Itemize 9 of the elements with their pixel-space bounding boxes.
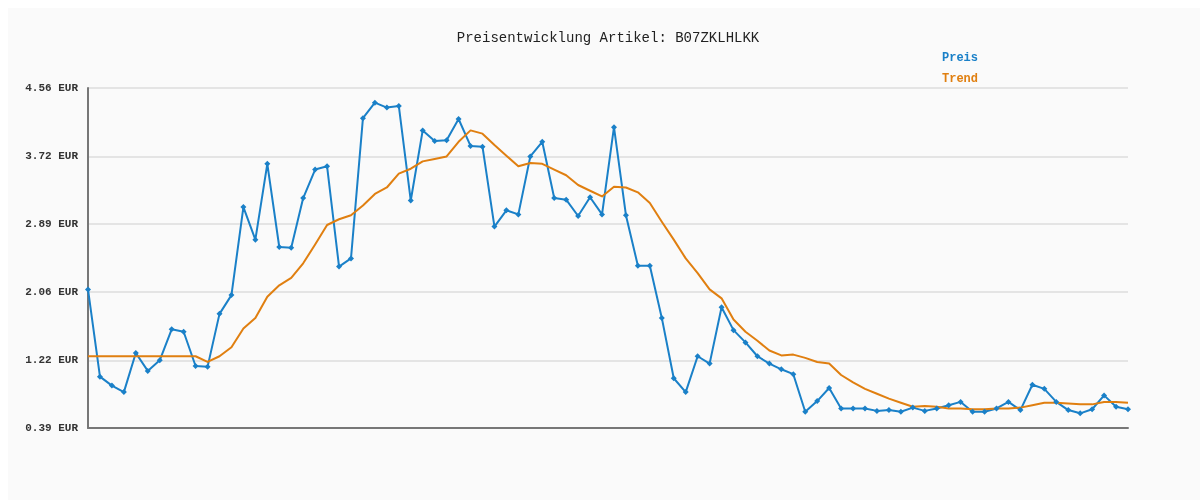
y-tick-label: 3.72 EUR [25, 150, 79, 163]
text: Preis [941, 51, 979, 65]
y-tick-label: 4.56 EUR [25, 82, 79, 94]
y-tick-label: 0.39 EUR [25, 422, 79, 434]
y-tick-label: 2.89 EUR [25, 218, 79, 231]
y-tick-label: 1.22 EUR [25, 354, 79, 367]
chart-title: Preisentwicklung Artikel: B07ZKLHLKK [456, 30, 760, 46]
text: Trend [941, 72, 979, 86]
y-tick-label: 2.06 EUR [25, 285, 79, 298]
